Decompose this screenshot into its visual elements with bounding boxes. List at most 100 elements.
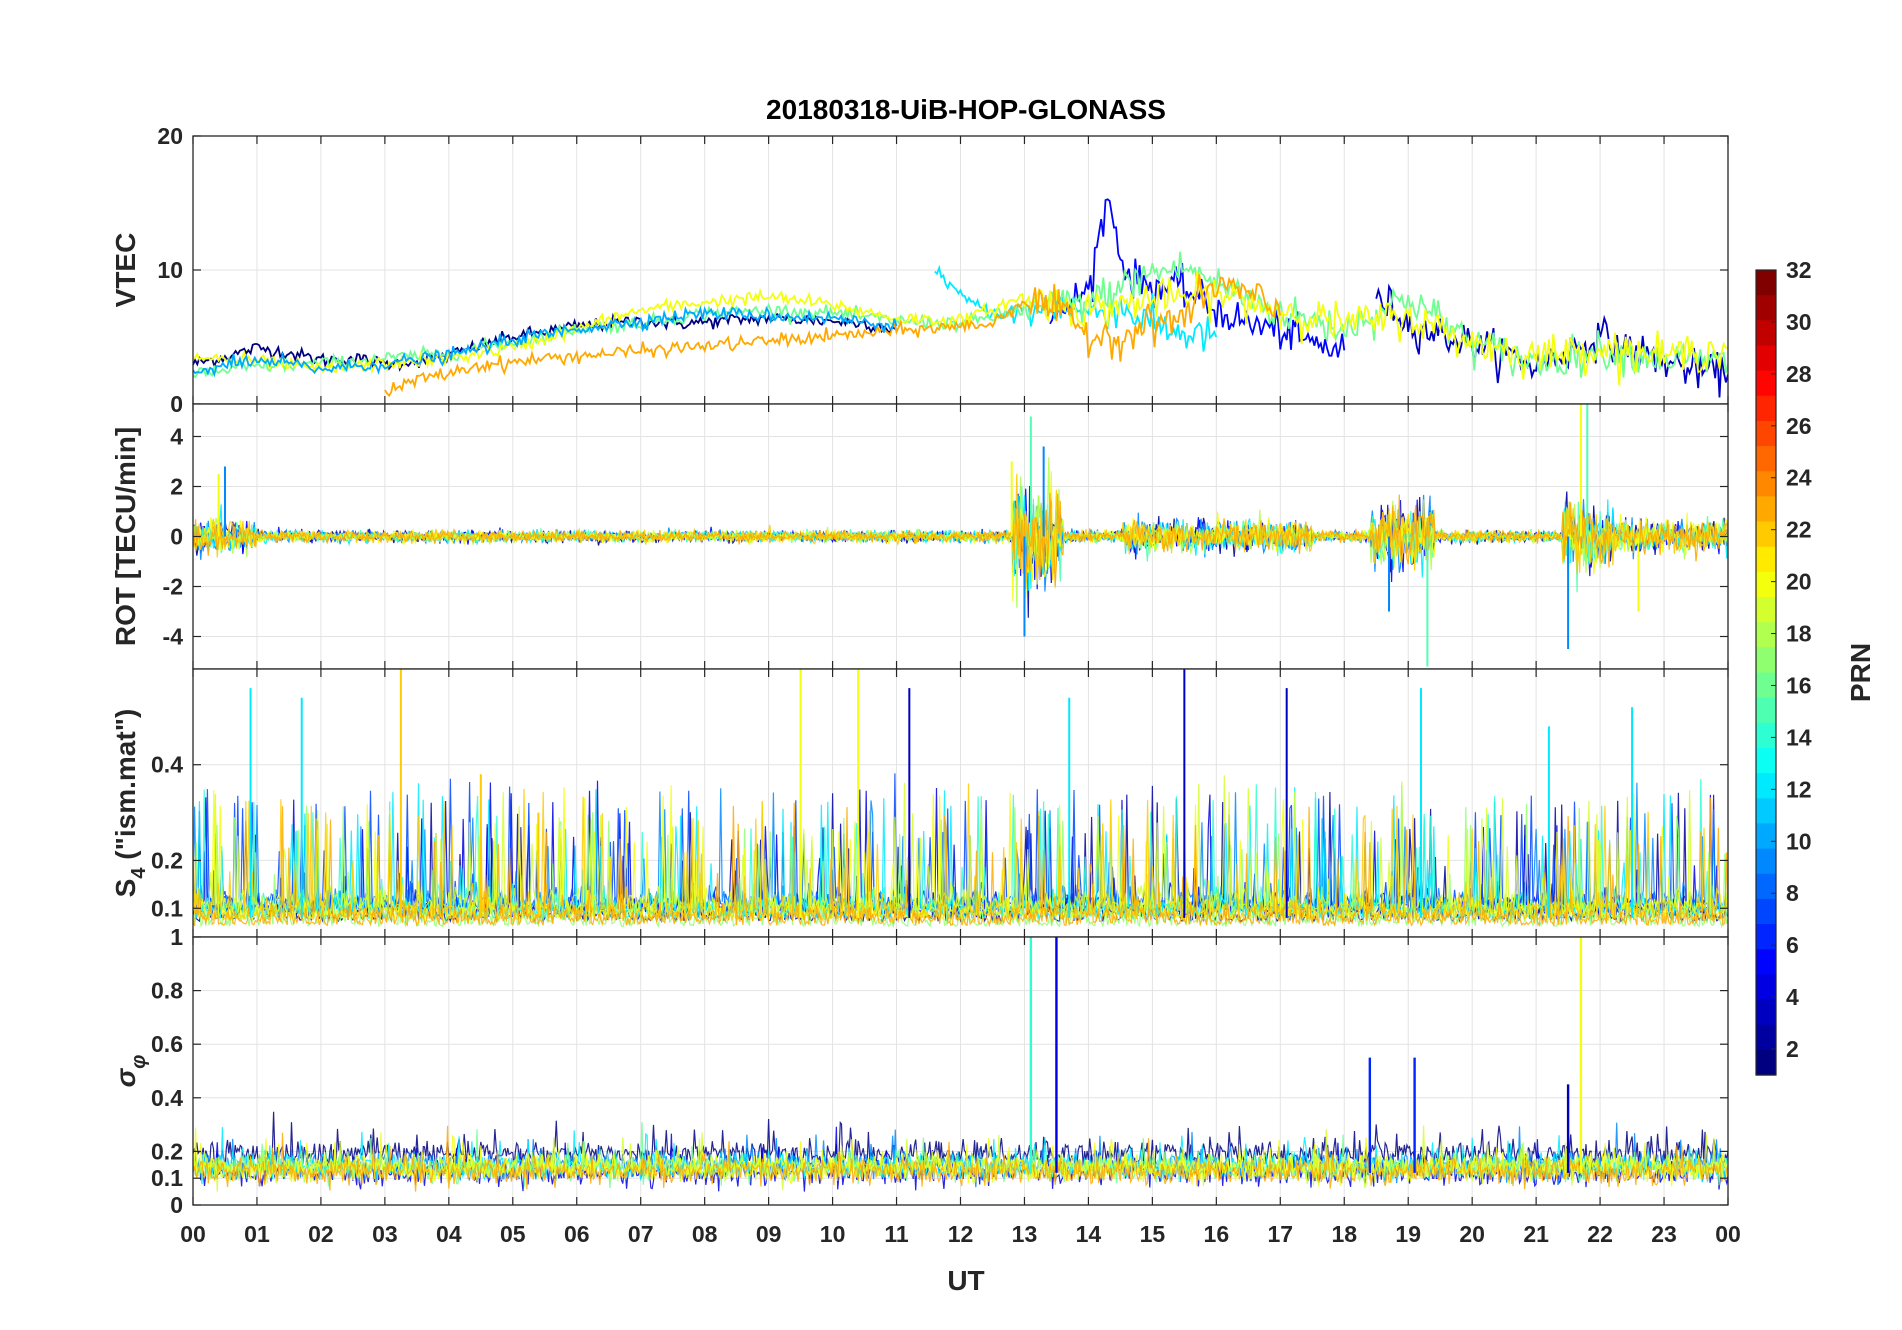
colorbar-tick-label: 26 [1786, 413, 1812, 439]
x-tick-label: 04 [436, 1221, 462, 1247]
colorbar-swatch [1756, 420, 1776, 447]
colorbar-swatch [1756, 320, 1776, 347]
y-tick-label: 0.1 [151, 1165, 183, 1191]
colorbar-tick-label: 14 [1786, 724, 1812, 750]
x-tick-label: 08 [692, 1221, 718, 1247]
colorbar-swatch [1756, 597, 1776, 623]
x-tick-label: 00 [180, 1221, 206, 1247]
rot-line-prn-22 [193, 473, 1728, 596]
x-tick-label: 01 [244, 1221, 270, 1247]
colorbar-swatch [1756, 873, 1776, 900]
colorbar-swatch [1756, 898, 1776, 925]
y-tick-label: 2 [170, 474, 183, 500]
x-tick-label: 20 [1459, 1221, 1485, 1247]
x-tick-label: 22 [1587, 1221, 1613, 1247]
colorbar-tick-label: 32 [1786, 257, 1812, 283]
x-axis-label: UT [947, 1265, 984, 1296]
colorbar-swatch [1756, 395, 1776, 422]
colorbar-swatch [1756, 1024, 1776, 1051]
x-tick-label: 15 [1140, 1221, 1166, 1247]
panel-2: -4 -2 0 2 4 ROT [TECU/min] [110, 403, 1729, 670]
x-tick-label: 19 [1395, 1221, 1421, 1247]
colorbar-tick-label: 22 [1786, 517, 1812, 543]
y-tick-label: 1 [170, 924, 183, 950]
s4-line-prn-20 [193, 785, 1728, 922]
y-tick-label: 0 [170, 1192, 183, 1218]
colorbar-swatch [1756, 949, 1776, 975]
colorbar-swatch [1756, 446, 1776, 472]
colorbar-label: PRN [1845, 643, 1876, 702]
panel-4: 00.10.2 0.4 0.6 0.8 1 σφ [110, 924, 1729, 1218]
colorbar-swatch [1756, 823, 1776, 850]
y-tick-label: 0.1 [151, 895, 183, 921]
x-tick-label: 05 [500, 1221, 526, 1247]
x-tick-label: 23 [1651, 1221, 1677, 1247]
colorbar-tick-label: 16 [1786, 672, 1812, 698]
colorbar-swatch [1756, 1049, 1776, 1076]
x-tick-label: 21 [1523, 1221, 1549, 1247]
sigma-series-group [193, 937, 1728, 1192]
x-tick-label: 06 [564, 1221, 590, 1247]
colorbar-tick-label: 24 [1786, 465, 1812, 491]
y-axis-label: VTEC [110, 233, 141, 308]
y-axis-label: S4 ("ism.mat") [110, 709, 150, 898]
y-tick-label: 0.8 [151, 978, 183, 1004]
colorbar-swatch [1756, 622, 1776, 648]
x-tick-labels: 00 01 02 03 04 05 06 07 08 09 10 11 12 13 14 15 16 17 18 19… [180, 1221, 1741, 1247]
y-tick-label: 0 [170, 524, 183, 550]
colorbar-swatch [1756, 471, 1776, 498]
colorbar-swatch [1756, 270, 1776, 296]
colorbar-swatch [1756, 848, 1776, 875]
colorbar-swatch [1756, 722, 1776, 749]
colorbar-tick-label: 20 [1786, 569, 1812, 595]
y-tick-label: 0.2 [151, 847, 183, 873]
x-tick-label: 11 [884, 1221, 909, 1247]
s4-series-group [193, 669, 1728, 929]
y-tick-label: -4 [163, 624, 184, 650]
x-tick-label: 07 [628, 1221, 654, 1247]
panel-3: 0.1 0.2 0.4S4 ("ism.mat") [110, 668, 1729, 938]
s4-line-prn-22 [193, 783, 1728, 923]
colorbar-tick-label: 28 [1786, 361, 1812, 387]
y-tick-label: 0.2 [151, 1138, 183, 1164]
x-tick-label: 17 [1267, 1221, 1293, 1247]
y-tick-label: 10 [157, 257, 183, 283]
x-tick-label: 13 [1012, 1221, 1038, 1247]
y-axis-label: σφ [110, 1055, 150, 1088]
colorbar-tick-label: 12 [1786, 776, 1812, 802]
colorbar-swatch [1756, 773, 1776, 799]
colorbar-swatch [1756, 521, 1776, 548]
y-tick-label: 0.4 [151, 752, 183, 778]
colorbar-swatch [1756, 672, 1776, 699]
panel-1: 0 10 20 VTEC [110, 123, 1729, 417]
x-tick-label: 10 [820, 1221, 846, 1247]
y-tick-label: 20 [157, 123, 183, 149]
rot-line-prn-23 [193, 492, 1728, 589]
x-tick-label: 09 [756, 1221, 782, 1247]
colorbar-swatch [1756, 571, 1776, 598]
x-tick-label: 12 [948, 1221, 974, 1247]
x-tick-label: 18 [1331, 1221, 1357, 1247]
colorbar-swatch [1756, 999, 1776, 1026]
colorbar-tick-label: 10 [1786, 828, 1812, 854]
colorbar-swatch [1756, 370, 1776, 397]
vtec-series-group [193, 198, 1728, 398]
x-tick-label: 00 [1715, 1221, 1741, 1247]
colorbar-swatch [1756, 924, 1776, 950]
colorbar-swatch [1756, 546, 1776, 573]
colorbar-tick-label: 4 [1786, 984, 1799, 1010]
s4-line-prn-23 [193, 797, 1728, 928]
colorbar-swatch [1756, 798, 1776, 825]
colorbar-tick-label: 18 [1786, 621, 1812, 647]
colorbar-swatch [1756, 496, 1776, 523]
rot-line-prn-15 [193, 486, 1728, 593]
colorbar-swatch [1756, 697, 1776, 724]
y-tick-label: 0 [170, 391, 183, 417]
x-tick-label: 03 [372, 1221, 398, 1247]
colorbar-tick-label: 30 [1786, 309, 1812, 335]
colorbar-swatch [1756, 345, 1776, 372]
colorbar-swatch [1756, 295, 1776, 321]
